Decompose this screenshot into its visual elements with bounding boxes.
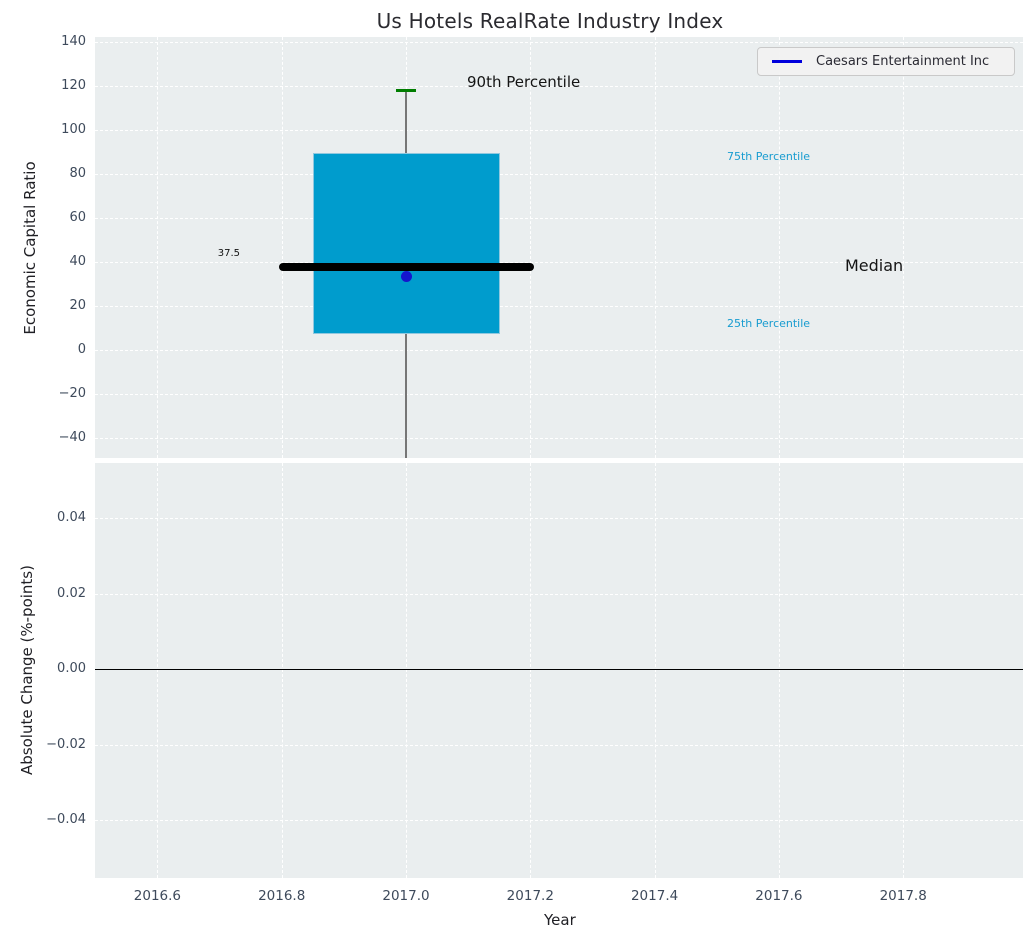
x-gridline <box>157 37 159 458</box>
x-gridline <box>530 463 532 878</box>
x-gridline <box>281 37 283 458</box>
x-gridline <box>778 463 780 878</box>
x-tick-label: 2017.6 <box>755 888 803 904</box>
y-tick-label: −40 <box>58 429 86 445</box>
y-tick-label: 140 <box>61 33 86 49</box>
x-gridline <box>281 463 283 878</box>
x-tick-label: 2017.0 <box>382 888 430 904</box>
y-tick-label: −20 <box>58 385 86 401</box>
legend-label: Caesars Entertainment Inc <box>816 54 990 69</box>
y-gridline <box>95 217 1023 219</box>
y-gridline <box>95 744 1023 746</box>
boxplot-box <box>312 153 500 334</box>
y-gridline <box>95 85 1023 87</box>
x-tick-label: 2017.2 <box>506 888 554 904</box>
y-gridline <box>95 393 1023 395</box>
median-value-label: 37.5 <box>217 248 240 259</box>
y-gridline <box>95 261 1023 263</box>
chart-title: Us Hotels RealRate Industry Index <box>376 9 724 33</box>
zero-line <box>95 668 1023 671</box>
annotation-75th-percentile: 75th Percentile <box>727 150 811 163</box>
y-tick-label: 0 <box>77 341 86 357</box>
annotation-median: Median <box>845 256 904 275</box>
x-tick-label: 2017.4 <box>630 888 679 904</box>
y-tick-label: 40 <box>69 253 86 269</box>
y-gridline <box>95 41 1023 43</box>
x-tick-label: 2016.6 <box>133 888 182 904</box>
y-tick-label: 20 <box>69 297 86 313</box>
x-tick-label: 2017.8 <box>879 888 927 904</box>
p90-cap <box>396 89 416 92</box>
y-gridline <box>95 820 1023 821</box>
x-axis-label: Year <box>544 911 576 929</box>
x-gridline <box>530 37 532 458</box>
annotation-90th-percentile: 90th Percentile <box>467 73 581 91</box>
annotation-25th-percentile: 25th Percentile <box>727 317 811 330</box>
y-tick-label: 60 <box>69 209 86 225</box>
y-gridline <box>95 305 1023 307</box>
x-gridline <box>406 463 407 878</box>
y-gridline <box>95 518 1023 519</box>
x-gridline <box>903 37 905 458</box>
x-gridline <box>654 37 656 458</box>
bottom-subplot <box>95 463 1023 878</box>
y-gridline <box>95 593 1023 595</box>
x-gridline <box>903 463 905 878</box>
x-gridline <box>157 463 159 878</box>
company-point <box>401 271 412 282</box>
x-gridline <box>654 463 656 878</box>
x-gridline <box>778 37 780 458</box>
legend-line-sample <box>772 60 802 63</box>
y-tick-label: −0.02 <box>46 736 86 752</box>
y-tick-label: 0.00 <box>57 661 86 676</box>
x-tick-label: 2016.8 <box>258 888 306 904</box>
y-gridline <box>95 437 1023 439</box>
y-tick-label: 0.02 <box>57 585 86 601</box>
legend-box: Caesars Entertainment Inc <box>757 47 1015 76</box>
y-tick-label: 120 <box>61 77 86 93</box>
y-gridline <box>95 129 1023 131</box>
y-tick-label: 0.04 <box>57 510 86 525</box>
y-tick-label: 100 <box>61 121 86 137</box>
y-tick-label: −0.04 <box>46 812 86 827</box>
median-line <box>278 263 534 271</box>
y-tick-label: 80 <box>69 165 86 181</box>
top-subplot: 37.5 90th Percentile 75th Percentile Med… <box>95 37 1023 458</box>
y-gridline <box>95 173 1023 175</box>
y-gridline <box>95 349 1023 351</box>
